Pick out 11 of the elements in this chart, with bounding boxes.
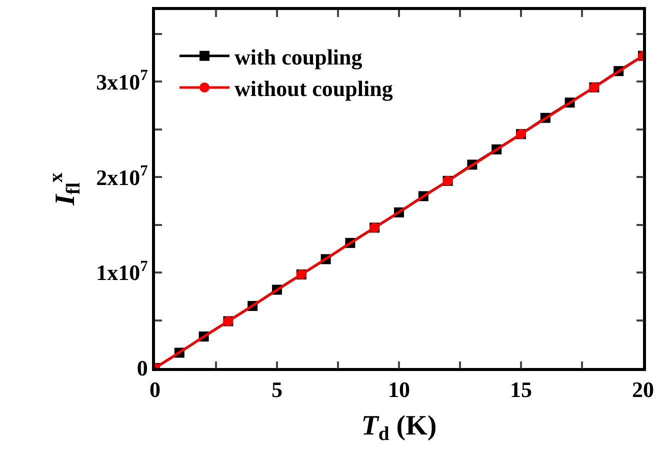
y-tick-label: 1x10$^{7}$ xyxy=(96,258,148,286)
x-tick-label: 15 xyxy=(510,377,532,402)
legend-label: with coupling xyxy=(234,44,362,70)
x-tick-label: 10 xyxy=(388,377,410,402)
legend-label: without coupling xyxy=(234,76,393,102)
x-tick-label: 20 xyxy=(632,377,654,402)
y-tick-label: 0 xyxy=(136,356,148,381)
x-axis-title: T$_{d}$ (K) xyxy=(361,410,437,446)
y-tick-label: 2x10$^{7}$ xyxy=(96,162,148,190)
x-tick-label: 5 xyxy=(272,377,282,402)
y-tick-label: 3x10$^{7}$ xyxy=(96,67,148,94)
